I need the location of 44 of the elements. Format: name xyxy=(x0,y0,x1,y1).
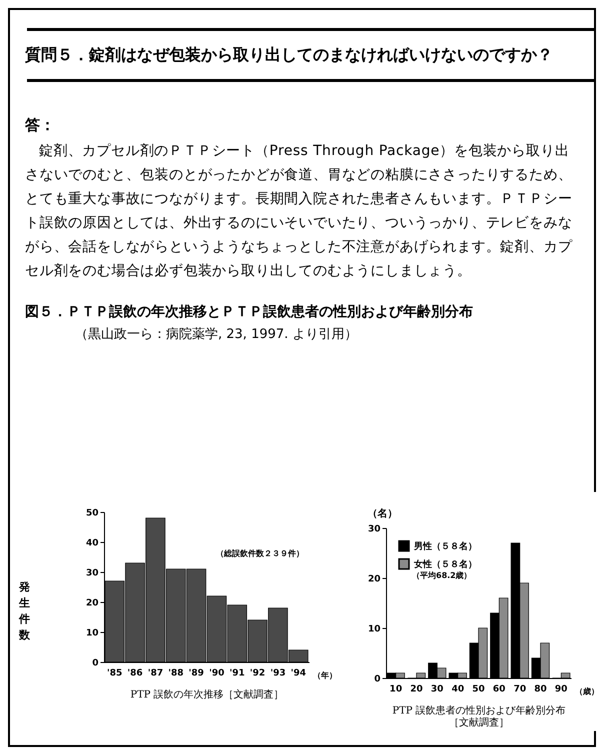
x-tick-label: '90 xyxy=(209,668,224,678)
y-axis-title: 発生件数 xyxy=(18,580,31,642)
y-tick-label: 20 xyxy=(86,598,98,608)
x-tick-label: 80 xyxy=(534,684,547,694)
chart-subtitle: （黒山政一ら：病院薬学, 23, 1997. より引用） xyxy=(75,326,358,343)
text: 質問５．錠剤はなぜ包装から取り出してのまなければいけないのですか？ xyxy=(25,44,554,66)
x-tick-label: 70 xyxy=(514,684,526,694)
y-tick-label: 0 xyxy=(92,658,98,668)
annotation: （平均68.2歳） xyxy=(412,571,472,580)
legend-label: 女性（５８名） xyxy=(413,559,477,570)
x-tick-label: 10 xyxy=(390,684,402,694)
x-tick-label: 50 xyxy=(472,684,485,694)
y-tick-label: 0 xyxy=(374,674,380,684)
y-tick-label: 10 xyxy=(368,624,380,634)
y-axis-title: （名） xyxy=(368,508,398,520)
annotation: （総誤飲件数２３９件） xyxy=(216,549,304,558)
x-tick-label: 60 xyxy=(492,684,506,694)
x-tick-label: 90 xyxy=(554,684,568,694)
y-tick-label: 10 xyxy=(86,628,98,638)
y-tick-label: 20 xyxy=(368,574,380,584)
x-tick-label: '87 xyxy=(148,668,164,678)
chart-title: 図５．ＰＴＰ誤飲の年次推移とＰＴＰ誤飲患者の性別および年齢別分布 xyxy=(25,303,474,321)
x-axis-title: PTP 誤飲の年次推移［文献調査］ xyxy=(130,688,284,700)
x-tick-label: 40 xyxy=(452,684,464,694)
y-tick-label: 50 xyxy=(86,508,98,518)
x-tick-label: 30 xyxy=(430,684,444,694)
x-tick-label: '94 xyxy=(290,668,306,678)
text: 錠剤、カプセル剤のＰＴＰシート（Press Through Package）を包装から取り出さないでのむと、包装のとがったかどが食道、胃などの粘膜にささったりするため、とても重大な事故につながります。長期間入院された患者さんもいます。ＰＴＰシート誤飲の原因としては、外出するのにいそいでいたり、ついうっかり、テレビをみながら、会話をしながらというようなちょっとした不注意があげられます。錠剤、カプセル剤をのむ場合は必ず包装から取り出してのむようにしましょう。 xyxy=(25,142,574,281)
y-tick-label: 30 xyxy=(368,524,380,534)
x-axis-title: PTP 誤飲患者の性別および年齢別分布［文献調査］ xyxy=(392,704,566,728)
x-tick-label: '91 xyxy=(229,668,245,678)
x-tick-label: '86 xyxy=(127,668,143,678)
x-tick-label: '92 xyxy=(250,668,266,678)
legend-label: 男性（５８名） xyxy=(413,541,477,552)
x-tick-label: '88 xyxy=(168,668,184,678)
y-tick-label: 30 xyxy=(86,568,98,578)
x-tick-label: 20 xyxy=(410,684,423,694)
x-tick-label: '93 xyxy=(270,668,286,678)
y-tick-label: 40 xyxy=(86,538,98,548)
x-tick-label: '85 xyxy=(106,668,122,678)
text: 答： xyxy=(25,116,56,135)
text: （年） xyxy=(313,671,337,680)
x-tick-label: '89 xyxy=(188,668,204,678)
text: （歳） xyxy=(575,687,599,696)
